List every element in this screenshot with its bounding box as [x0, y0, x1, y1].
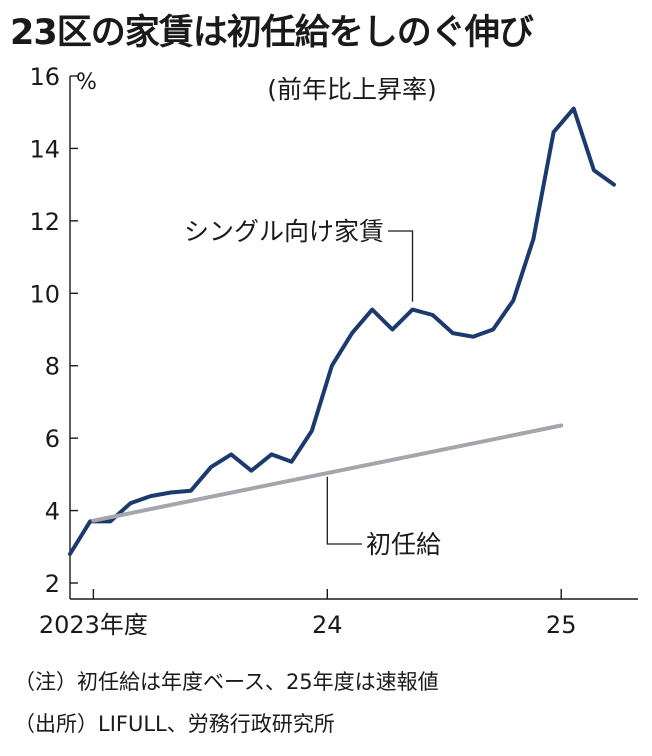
x-tick-label: 2023年度 — [39, 611, 148, 639]
series-line-rent — [68, 106, 616, 556]
salary-leader-line — [326, 476, 362, 545]
y-tick-label: 6 — [45, 425, 60, 453]
y-tick-label: 4 — [45, 498, 60, 526]
y-tick-label: 16 — [29, 63, 60, 91]
y-tick-label: 2 — [45, 570, 60, 598]
y-tick-label: 8 — [45, 353, 60, 381]
x-axis: 2023年度 24 25 — [39, 589, 638, 639]
note-source: （出所）LIFULL、労務行政研究所 — [14, 712, 335, 736]
chart-title: 23区の家賃は初任給をしのぐ伸び — [10, 13, 534, 53]
y-tick-label: 14 — [29, 135, 60, 163]
y-tick-label: 10 — [29, 280, 60, 308]
note-footnote: （注）初任給は年度ベース、25年度は速報値 — [14, 670, 439, 694]
x-tick-label: 25 — [546, 611, 577, 639]
series-line-salary — [91, 423, 564, 523]
x-tick-label: 24 — [312, 611, 343, 639]
rent-leader-line — [388, 230, 414, 302]
y-axis-unit: % — [76, 70, 97, 95]
y-tick-label: 12 — [29, 208, 60, 236]
series-label-salary: 初任給 — [366, 530, 441, 559]
series-label-rent: シングル向け家賃 — [184, 217, 384, 246]
y-axis: 2 4 6 8 10 12 14 16 — [29, 63, 78, 599]
chart-subtitle: (前年比上昇率) — [267, 75, 437, 104]
